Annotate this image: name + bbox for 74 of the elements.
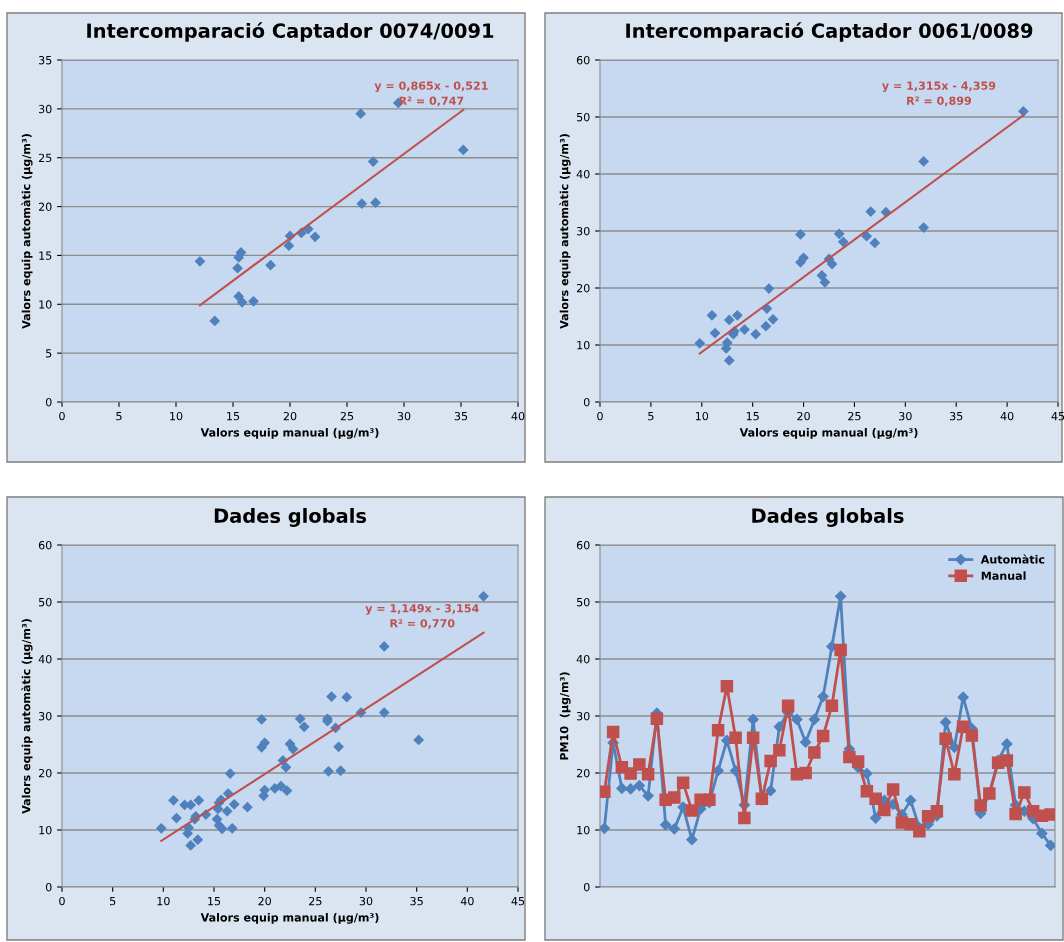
x-tick-label: 5 [116, 412, 122, 421]
y-tick-label: 0 [45, 882, 52, 892]
chart-title: Intercomparació Captador 0074/0091 [87, 22, 494, 42]
y-tick-label: 30 [576, 711, 590, 721]
y-tick-label: 30 [576, 226, 590, 236]
y-tick-label: 40 [576, 654, 590, 664]
x-tick-label: 40 [511, 411, 525, 421]
y-tick-label: 20 [38, 768, 52, 778]
y-axis-title: Valors equip automàtic (µg/m³) [559, 134, 571, 329]
y-tick-label: 30 [38, 711, 52, 721]
y-tick-label: 60 [576, 540, 590, 550]
y-tick-label: 20 [576, 283, 590, 293]
x-tick-label: 30 [397, 411, 411, 421]
legend-label: Manual [981, 571, 1026, 580]
x-axis-title: Valors equip manual (µg/m³) [200, 913, 379, 924]
y-tick-label: 0 [583, 397, 590, 407]
x-tick-label: 0 [59, 896, 65, 906]
x-tick-label: 15 [227, 412, 240, 421]
x-tick-label: 35 [950, 411, 963, 421]
y-axis-title: Valors equip automàtic (µg/m³) [21, 134, 33, 329]
x-axis-title: Valors equip manual (µg/m³) [739, 428, 918, 439]
x-tick-label: 10 [157, 896, 170, 906]
x-tick-label: 30 [359, 896, 373, 906]
y-tick-label: 0 [583, 882, 590, 892]
y-tick-label: 50 [39, 597, 52, 607]
y-tick-label: 10 [577, 340, 590, 350]
x-axis-title: Valors equip manual (µg/m³) [200, 428, 379, 439]
y-tick-label: 60 [576, 55, 590, 65]
x-tick-label: 45 [511, 897, 525, 906]
x-tick-label: 40 [1000, 411, 1014, 421]
x-tick-label: 15 [208, 897, 221, 906]
x-tick-label: 15 [746, 412, 759, 421]
y-tick-label: 0 [45, 397, 52, 407]
x-tick-label: 45 [1051, 412, 1064, 421]
x-tick-label: 5 [109, 897, 116, 906]
y-axis-title: PM10 (µg/m³) [559, 672, 571, 760]
y-tick-label: 40 [576, 169, 590, 179]
x-tick-label: 0 [597, 411, 603, 421]
x-tick-label: 40 [460, 896, 474, 906]
y-tick-label: 40 [38, 654, 52, 664]
x-tick-label: 25 [848, 411, 861, 421]
x-tick-label: 35 [454, 411, 468, 421]
x-tick-label: 35 [410, 896, 423, 906]
y-tick-label: 10 [577, 825, 590, 835]
y-tick-label: 10 [39, 825, 52, 835]
x-tick-label: 0 [59, 411, 65, 421]
chart-title: Dades globals [214, 508, 367, 527]
y-axis-title: Valors equip automàtic (µg/m³) [21, 619, 33, 814]
x-tick-label: 5 [648, 412, 654, 421]
x-tick-label: 20 [797, 411, 810, 421]
x-tick-label: 20 [258, 896, 271, 906]
y-tick-label: 20 [576, 768, 590, 778]
y-tick-label: 20 [38, 202, 52, 211]
x-tick-label: 30 [899, 411, 912, 421]
y-tick-label: 10 [39, 300, 52, 309]
y-tick-label: 60 [38, 540, 52, 550]
y-tick-label: 35 [38, 55, 52, 65]
y-tick-label: 5 [46, 349, 52, 358]
y-tick-label: 50 [577, 597, 590, 607]
annotation: y = 1,149x - 3,154 R² = 0,770 [365, 604, 479, 629]
annotation: y = 1,315x - 4,359 R² = 0,899 [882, 81, 996, 107]
x-tick-label: 20 [283, 411, 297, 421]
legend-label: Automàtic [980, 554, 1045, 564]
y-tick-label: 30 [38, 104, 52, 114]
x-tick-label: 10 [170, 411, 183, 421]
x-tick-label: 25 [309, 896, 322, 906]
x-tick-label: 10 [695, 411, 709, 421]
y-tick-label: 50 [577, 112, 590, 122]
y-tick-label: 25 [38, 153, 52, 163]
annotation: y = 0,865x - 0,521 R² = 0,747 [374, 81, 488, 107]
chart-title: Dades globals [752, 508, 904, 527]
x-tick-label: 25 [340, 411, 354, 421]
chart-title: Intercomparació Captador 0061/0089 [626, 22, 1033, 42]
y-tick-label: 15 [39, 251, 52, 260]
